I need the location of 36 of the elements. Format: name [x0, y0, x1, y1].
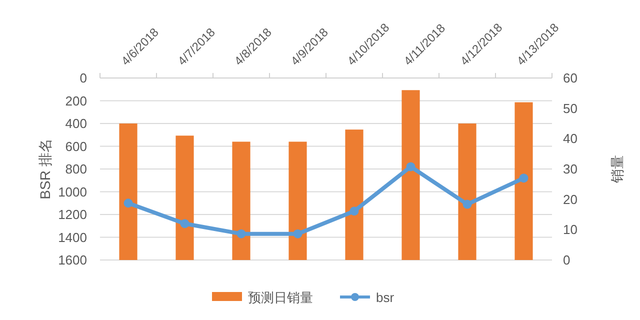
- legend-label: 预测日销量: [248, 290, 313, 305]
- y2-tick-label: 30: [563, 162, 578, 176]
- y-tick-label: 400: [65, 116, 87, 131]
- y2-axis-title: 销量: [609, 155, 625, 184]
- bar: [288, 142, 307, 260]
- y2-tick-label: 40: [563, 131, 578, 146]
- bar: [514, 102, 533, 260]
- bar: [345, 130, 364, 260]
- point: [406, 162, 416, 172]
- y-tick-label: 800: [65, 162, 87, 176]
- point: [519, 174, 528, 183]
- point: [236, 229, 246, 238]
- y2-tick-label: 60: [563, 70, 578, 86]
- bar: [232, 142, 250, 260]
- y-tick-label: 1000: [58, 184, 87, 200]
- y-tick-label: 1600: [58, 252, 87, 268]
- legend-label: bsr: [376, 290, 395, 305]
- y2-tick-label: 0: [563, 252, 570, 268]
- y2-tick-label: 50: [563, 100, 578, 116]
- y-tick-label: 600: [65, 138, 87, 154]
- bar: [402, 90, 420, 260]
- point: [350, 206, 359, 216]
- y-tick-label: 1200: [58, 207, 87, 222]
- y-tick-label: 200: [65, 93, 87, 108]
- point: [124, 198, 133, 208]
- bar: [458, 124, 476, 260]
- point: [293, 229, 302, 238]
- y2-tick-label: 10: [563, 222, 578, 238]
- y-tick-label: 1400: [58, 230, 87, 245]
- point: [180, 219, 190, 228]
- y2-tick-label: 20: [563, 192, 578, 207]
- y-tick-label: 0: [80, 70, 87, 86]
- bar: [176, 136, 194, 260]
- bar: [119, 124, 138, 260]
- point: [462, 200, 472, 209]
- y-axis-title: BSR 排名: [37, 138, 53, 200]
